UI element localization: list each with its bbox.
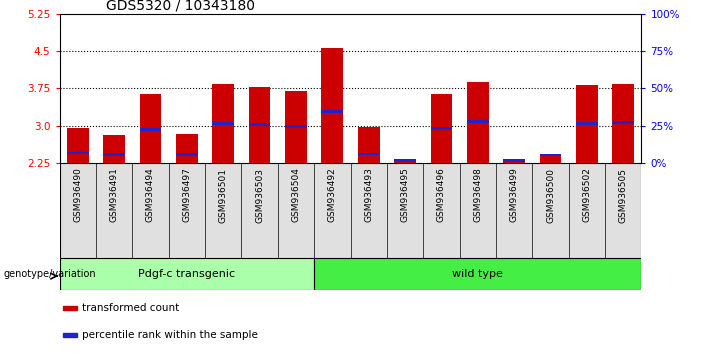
Text: GSM936502: GSM936502 bbox=[583, 167, 592, 223]
Bar bbox=[212, 122, 234, 125]
Text: GSM936491: GSM936491 bbox=[109, 167, 118, 223]
Text: GSM936499: GSM936499 bbox=[510, 167, 519, 223]
Text: GSM936492: GSM936492 bbox=[328, 167, 336, 222]
Bar bbox=[576, 85, 598, 163]
Bar bbox=[540, 154, 562, 156]
Bar bbox=[285, 125, 307, 128]
Text: GDS5320 / 10343180: GDS5320 / 10343180 bbox=[106, 0, 255, 13]
Bar bbox=[63, 306, 77, 310]
Bar bbox=[63, 333, 77, 337]
Text: wild type: wild type bbox=[452, 269, 503, 279]
Text: GSM936494: GSM936494 bbox=[146, 167, 155, 222]
Bar bbox=[467, 120, 489, 123]
Text: GSM936503: GSM936503 bbox=[255, 167, 264, 223]
Bar bbox=[249, 86, 271, 163]
Bar bbox=[321, 48, 343, 163]
Text: GSM936501: GSM936501 bbox=[219, 167, 228, 223]
Bar bbox=[613, 121, 634, 124]
Bar bbox=[613, 84, 634, 163]
Bar bbox=[467, 82, 489, 163]
Bar bbox=[358, 127, 380, 163]
Bar bbox=[321, 110, 343, 113]
Bar bbox=[314, 258, 641, 290]
Text: GSM936490: GSM936490 bbox=[74, 167, 82, 223]
Text: Pdgf-c transgenic: Pdgf-c transgenic bbox=[138, 269, 236, 279]
Bar bbox=[503, 160, 525, 163]
Bar bbox=[212, 84, 234, 163]
Text: transformed count: transformed count bbox=[83, 303, 179, 313]
Text: GSM936504: GSM936504 bbox=[292, 167, 301, 223]
Bar bbox=[576, 122, 598, 125]
Bar bbox=[503, 159, 525, 162]
Bar bbox=[67, 128, 88, 163]
Text: GSM936505: GSM936505 bbox=[619, 167, 627, 223]
Bar bbox=[176, 133, 198, 163]
Bar bbox=[139, 128, 161, 131]
Text: percentile rank within the sample: percentile rank within the sample bbox=[83, 330, 258, 340]
Text: GSM936500: GSM936500 bbox=[546, 167, 555, 223]
Text: genotype/variation: genotype/variation bbox=[4, 269, 96, 279]
Text: GSM936498: GSM936498 bbox=[473, 167, 482, 223]
Bar bbox=[540, 155, 562, 163]
Bar bbox=[176, 153, 198, 156]
Text: GSM936497: GSM936497 bbox=[182, 167, 191, 223]
Bar bbox=[394, 159, 416, 162]
Bar bbox=[103, 135, 125, 163]
Text: GSM936493: GSM936493 bbox=[365, 167, 373, 223]
Bar bbox=[103, 153, 125, 156]
Text: GSM936495: GSM936495 bbox=[400, 167, 409, 223]
Bar bbox=[430, 127, 452, 130]
Bar bbox=[285, 91, 307, 163]
Bar bbox=[67, 152, 88, 154]
Bar bbox=[430, 94, 452, 163]
Bar bbox=[60, 258, 314, 290]
Bar bbox=[394, 160, 416, 163]
Bar bbox=[358, 153, 380, 155]
Bar bbox=[139, 95, 161, 163]
Bar bbox=[249, 123, 271, 126]
Text: GSM936496: GSM936496 bbox=[437, 167, 446, 223]
